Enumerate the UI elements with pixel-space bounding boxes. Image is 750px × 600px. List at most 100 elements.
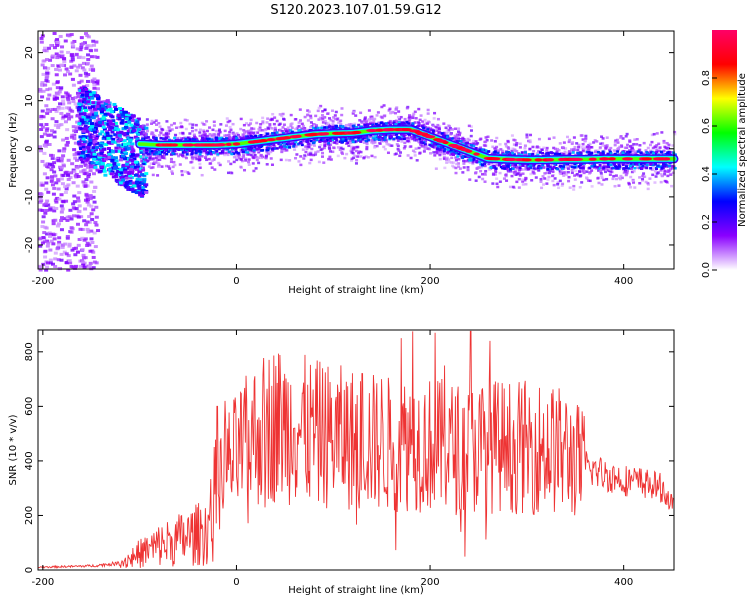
spectrogram-cell: [480, 173, 484, 176]
spectrogram-cell: [471, 139, 475, 143]
spectrogram-cell: [76, 196, 81, 200]
spectrogram-cell: [306, 153, 310, 156]
spectrogram-cell: [641, 177, 645, 181]
spectrogram-cell: [124, 165, 129, 169]
spectrogram-cell: [625, 171, 629, 175]
spectrogram-cell: [609, 170, 613, 173]
spectrogram-cell: [128, 143, 133, 147]
spectrogram-cell: [49, 133, 54, 137]
spectrogram-cell: [106, 136, 111, 140]
spectrogram-cell: [556, 183, 560, 186]
spectrogram-cell: [645, 166, 649, 170]
spectrogram-cell: [144, 172, 149, 176]
spectrogram-cell: [106, 147, 111, 151]
spectrogram-cell: [51, 82, 56, 86]
spectrogram-cell: [599, 142, 603, 146]
spectrogram-cell: [261, 120, 265, 123]
spectrogram-cell: [44, 76, 49, 80]
spectrogram-cell: [161, 137, 165, 140]
spectrogram-cell: [321, 118, 325, 122]
spectrogram-cell: [477, 148, 481, 151]
spectrogram-cell: [399, 115, 403, 119]
spectrogram-cell: [79, 45, 84, 49]
spectrogram-cell: [42, 143, 47, 147]
spectrogram-cell: [66, 98, 71, 102]
spectrogram-cell: [403, 122, 407, 126]
spectrogram-cell: [47, 46, 52, 50]
spectrogram-cell: [318, 116, 322, 120]
spectrogram-cell: [653, 145, 657, 149]
spectrogram-cell: [116, 114, 121, 118]
spectrogram-cell: [83, 198, 88, 202]
spectrogram-cell: [367, 118, 371, 121]
spectrogram-cell: [363, 117, 367, 121]
spectrogram-cell: [97, 124, 102, 128]
spectrogram-cell: [597, 169, 601, 172]
spectrogram-cell: [94, 94, 99, 98]
spectrogram-cell: [92, 86, 97, 90]
spectrogram-cell: [59, 111, 64, 115]
spectrogram-cell: [575, 142, 579, 145]
spectrogram-cell: [202, 130, 206, 134]
spectrogram-cell: [257, 150, 261, 154]
spectrogram-cell: [321, 121, 325, 124]
spectrogram-cell: [78, 48, 83, 52]
spectrogram-cell: [130, 119, 135, 123]
spectrogram-cell: [605, 144, 609, 147]
spectrogram-cell: [55, 224, 60, 228]
spectrogram-cell: [375, 144, 379, 148]
spectrogram-cell: [123, 170, 128, 174]
spectrogram-cell: [48, 248, 53, 252]
spectrogram-cell: [161, 128, 165, 132]
spectrogram-cell: [436, 129, 440, 133]
spectrogram-cell: [317, 106, 321, 110]
spectrogram-cell: [235, 158, 239, 162]
spectrogram-cell: [448, 126, 452, 130]
spectrogram-cell: [90, 80, 95, 84]
spectrogram-cell: [623, 146, 627, 150]
spectrogram-cell: [649, 149, 653, 153]
spectrogram-cell: [380, 105, 384, 109]
spectrogram-cell: [300, 143, 304, 147]
spectrogram-cell: [65, 215, 70, 219]
spectrogram-cell: [314, 114, 318, 118]
spectrogram-cell: [418, 118, 422, 122]
spectrogram-cell: [377, 121, 381, 125]
spectrogram-cell: [81, 256, 86, 260]
spectrogram-cell: [264, 155, 268, 158]
spectrogram-cell: [583, 146, 587, 149]
spectrogram-cell: [529, 133, 533, 137]
spectrogram-cell: [446, 130, 450, 134]
spectrogram-cell: [184, 156, 188, 160]
spectrogram-cell: [85, 79, 90, 83]
spectrogram-cell: [424, 139, 428, 143]
spectrogram-cell: [243, 146, 247, 150]
spectrogram-cell: [579, 153, 583, 156]
spectrogram-cell: [51, 192, 56, 196]
spectrogram-cell: [57, 197, 62, 201]
spectrogram-cell: [40, 241, 45, 245]
spectrogram-cell: [463, 159, 467, 163]
spectrogram-cell: [629, 164, 633, 168]
spectrogram-cell: [92, 185, 97, 189]
figure-title: S120.2023.107.01.59.G12: [270, 3, 441, 18]
spectrogram-cell: [56, 243, 61, 247]
spectrogram-cell: [272, 147, 276, 150]
spectrogram-cell: [53, 174, 58, 178]
spectrogram-cell: [662, 149, 666, 153]
spectrogram-cell: [264, 156, 268, 160]
spectrogram-cell: [350, 145, 354, 149]
spectrogram-cell: [81, 180, 86, 184]
spectrogram-cell: [135, 162, 140, 166]
spectrogram-cell: [266, 144, 270, 148]
spectrogram-cell: [79, 127, 84, 131]
spectrogram-cell: [508, 168, 512, 171]
spectrogram-cell: [89, 165, 94, 169]
spectrogram-cell: [97, 170, 102, 174]
spectrogram-cell: [537, 146, 541, 149]
spectrogram-cell: [44, 122, 49, 126]
spectrogram-cell: [555, 152, 559, 156]
spectrogram-cell: [268, 123, 272, 126]
spectrogram-cell: [286, 130, 290, 134]
spectrogram-cell: [413, 121, 417, 124]
